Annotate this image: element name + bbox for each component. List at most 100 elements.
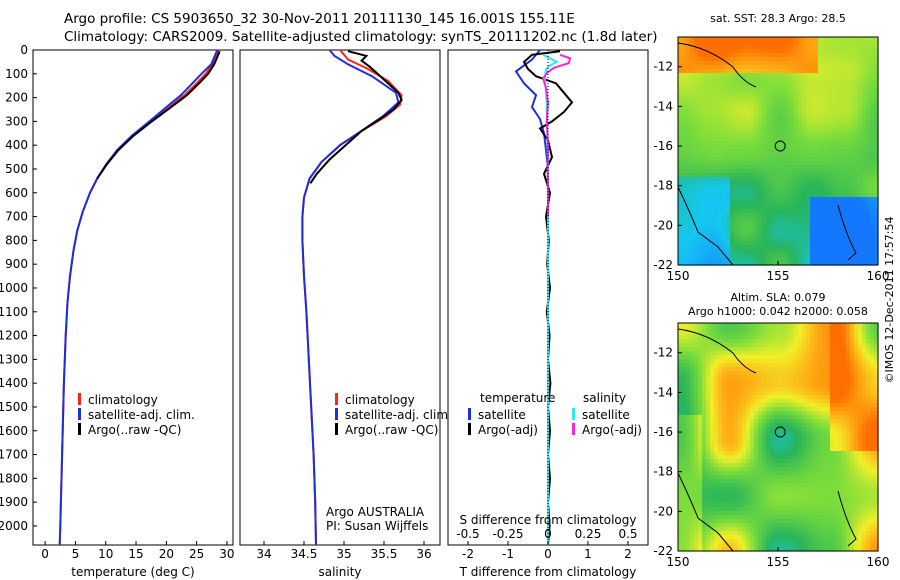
sst-cell	[774, 113, 779, 118]
sst-cell	[850, 185, 855, 190]
sla-cell	[806, 499, 811, 504]
sst-cell	[710, 245, 715, 250]
sla-cell	[702, 323, 707, 328]
sla-cell	[750, 547, 755, 552]
sla-cell	[722, 331, 727, 336]
sla-cell	[690, 467, 695, 472]
sla-cell	[710, 347, 715, 352]
sst-cell	[766, 121, 771, 126]
sla-cell	[774, 403, 779, 408]
sst-cell	[834, 161, 839, 166]
sst-cell	[786, 241, 791, 246]
sla-cell	[694, 379, 699, 384]
sla-cell	[706, 419, 711, 424]
sla-cell	[786, 491, 791, 496]
sst-cell	[766, 77, 771, 82]
sst-cell	[702, 165, 707, 170]
sst-cell	[846, 213, 851, 218]
sla-cell	[786, 507, 791, 512]
sla-cell	[746, 423, 751, 428]
sst-cell	[822, 257, 827, 262]
sla-cell	[698, 487, 703, 492]
sst-cell	[866, 113, 871, 118]
sst-cell	[802, 217, 807, 222]
sst-cell	[694, 117, 699, 122]
sla-cell	[762, 499, 767, 504]
sla-cell	[770, 471, 775, 476]
annotation-argo: Argo AUSTRALIA	[326, 505, 425, 519]
sst-cell	[802, 125, 807, 130]
sst-cell	[706, 117, 711, 122]
sst-cell	[742, 205, 747, 210]
sst-cell	[706, 197, 711, 202]
sla-cell	[798, 387, 803, 392]
sst-cell	[714, 85, 719, 90]
sla-cell	[758, 379, 763, 384]
sla-cell	[694, 411, 699, 416]
sla-cell	[714, 463, 719, 468]
sla-cell	[754, 379, 759, 384]
sst-cell	[870, 125, 875, 130]
sla-cell	[682, 455, 687, 460]
sst-cell	[850, 45, 855, 50]
sst-cell	[830, 237, 835, 242]
sst-cell	[722, 85, 727, 90]
sla-cell	[790, 387, 795, 392]
sst-cell	[714, 121, 719, 126]
sla-cell	[730, 439, 735, 444]
sst-cell	[714, 101, 719, 106]
sla-cell	[702, 375, 707, 380]
sla-cell	[742, 379, 747, 384]
sst-cell	[738, 81, 743, 86]
sst-cell	[818, 225, 823, 230]
sla-cell	[766, 527, 771, 532]
sla-cell	[766, 399, 771, 404]
sst-cell	[706, 73, 711, 78]
sla-cell	[806, 447, 811, 452]
sst-cell	[866, 69, 871, 74]
sla-cell	[754, 355, 759, 360]
sla-cell	[750, 515, 755, 520]
sst-cell	[754, 257, 759, 262]
sst-cell	[842, 81, 847, 86]
sst-cell	[806, 189, 811, 194]
sst-cell	[774, 121, 779, 126]
sla-cell	[734, 415, 739, 420]
sst-cell	[846, 249, 851, 254]
sla-cell	[730, 403, 735, 408]
sla-cell	[698, 359, 703, 364]
sst-cell	[830, 161, 835, 166]
sst-cell	[862, 153, 867, 158]
sst-cell	[690, 45, 695, 50]
sst-cell	[814, 73, 819, 78]
sst-cell	[730, 97, 735, 102]
sst-cell	[838, 257, 843, 262]
sst-cell	[826, 229, 831, 234]
sst-cell	[818, 253, 823, 258]
sst-cell	[822, 89, 827, 94]
sst-cell	[778, 245, 783, 250]
sla-cell	[794, 423, 799, 428]
sst-cell	[690, 93, 695, 98]
sst-cell	[770, 93, 775, 98]
sst-cell	[834, 81, 839, 86]
sst-cell	[742, 221, 747, 226]
sla-cell	[698, 435, 703, 440]
sst-cell	[766, 245, 771, 250]
sst-cell	[834, 193, 839, 198]
sla-cell	[694, 439, 699, 444]
sla-cell	[798, 535, 803, 540]
sst-cell	[854, 109, 859, 114]
sst-cell	[786, 201, 791, 206]
sla-cell	[726, 411, 731, 416]
sla-cell	[682, 503, 687, 508]
sla-cell	[782, 531, 787, 536]
sst-cell	[814, 193, 819, 198]
sst-cell	[714, 81, 719, 86]
sst-cell	[678, 97, 683, 102]
sst-cell	[826, 221, 831, 226]
sla-cell	[770, 547, 775, 552]
annotation-pi: PI: Susan Wijffels	[326, 519, 428, 533]
sla-cell	[778, 443, 783, 448]
sst-cell	[718, 201, 723, 206]
